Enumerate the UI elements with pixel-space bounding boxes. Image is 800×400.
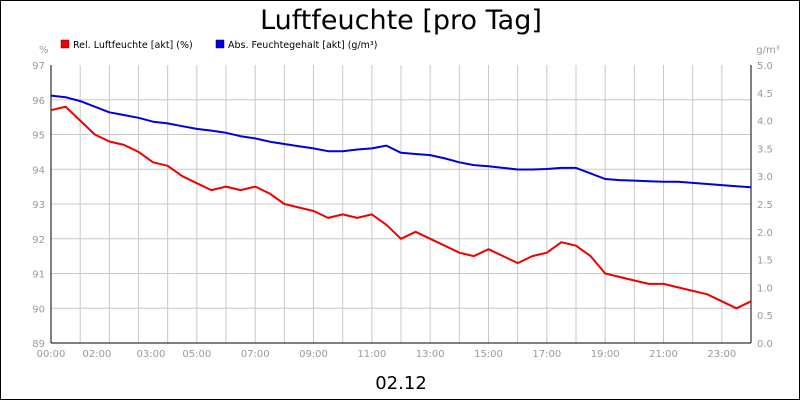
- x-tick-label: 17:00: [532, 349, 561, 360]
- left-tick-label: 89: [32, 339, 45, 350]
- series-line-rel-humidity: [50, 105, 752, 310]
- x-tick-label: 05:00: [182, 349, 211, 360]
- series-layer: [50, 94, 752, 310]
- left-axis-ticks: 97 96 95 94 93 92 91 90 89: [32, 61, 45, 350]
- x-axis-ticks: 00:00 02:00 03:00 05:00 07:00 09:00 11:00 13:00…: [37, 349, 737, 360]
- right-tick-label: 3.0: [757, 172, 773, 183]
- left-axis-unit: %: [39, 45, 49, 56]
- legend-swatch-rel: [60, 39, 70, 49]
- left-tick-label: 97: [32, 61, 45, 72]
- chart-title: Luftfeuchte [pro Tag]: [260, 5, 542, 36]
- left-tick-label: 95: [32, 131, 45, 142]
- date-label: 02.12: [375, 373, 427, 394]
- right-tick-label: 0.0: [757, 339, 773, 350]
- legend-label-abs: Abs. Feuchtegehalt [akt] (g/m³): [228, 40, 377, 51]
- right-tick-label: 3.5: [757, 144, 773, 155]
- left-tick-label: 90: [32, 304, 45, 315]
- right-tick-label: 1.0: [757, 283, 773, 294]
- x-tick-label: 13:00: [416, 349, 445, 360]
- x-tick-label: 19:00: [591, 349, 620, 360]
- x-tick-label: 02:00: [83, 349, 112, 360]
- x-tick-label: 23:00: [707, 349, 736, 360]
- right-tick-label: 4.0: [757, 117, 773, 128]
- x-tick-label: 21:00: [649, 349, 678, 360]
- legend-label-rel: Rel. Luftfeuchte [akt] (%): [73, 40, 193, 51]
- right-axis-unit: g/m³: [756, 45, 779, 56]
- left-tick-label: 93: [32, 200, 45, 211]
- x-tick-label: 00:00: [37, 349, 66, 360]
- right-tick-label: 2.0: [757, 228, 773, 239]
- series-line-abs-humidity: [50, 94, 752, 189]
- right-axis-ticks: 5.0 4.5 4.0 3.5 3.0 2.5 2.0 1.5 1.0 0.5 0.0: [757, 61, 773, 350]
- right-tick-label: 5.0: [757, 61, 773, 72]
- right-tick-label: 4.5: [757, 89, 773, 100]
- x-tick-label: 15:00: [474, 349, 503, 360]
- x-tick-label: 07:00: [241, 349, 270, 360]
- x-tick-label: 03:00: [137, 349, 166, 360]
- x-tick-label: 09:00: [299, 349, 328, 360]
- legend: Rel. Luftfeuchte [akt] (%) Abs. Feuchteg…: [60, 39, 377, 51]
- legend-swatch-abs: [215, 39, 225, 49]
- x-tick-label: 11:00: [357, 349, 386, 360]
- left-tick-label: 94: [32, 165, 45, 176]
- left-tick-label: 92: [32, 235, 45, 246]
- right-tick-label: 2.5: [757, 200, 773, 211]
- left-tick-label: 91: [32, 270, 45, 281]
- right-tick-label: 0.5: [757, 311, 773, 322]
- right-tick-label: 1.5: [757, 256, 773, 267]
- left-tick-label: 96: [32, 96, 45, 107]
